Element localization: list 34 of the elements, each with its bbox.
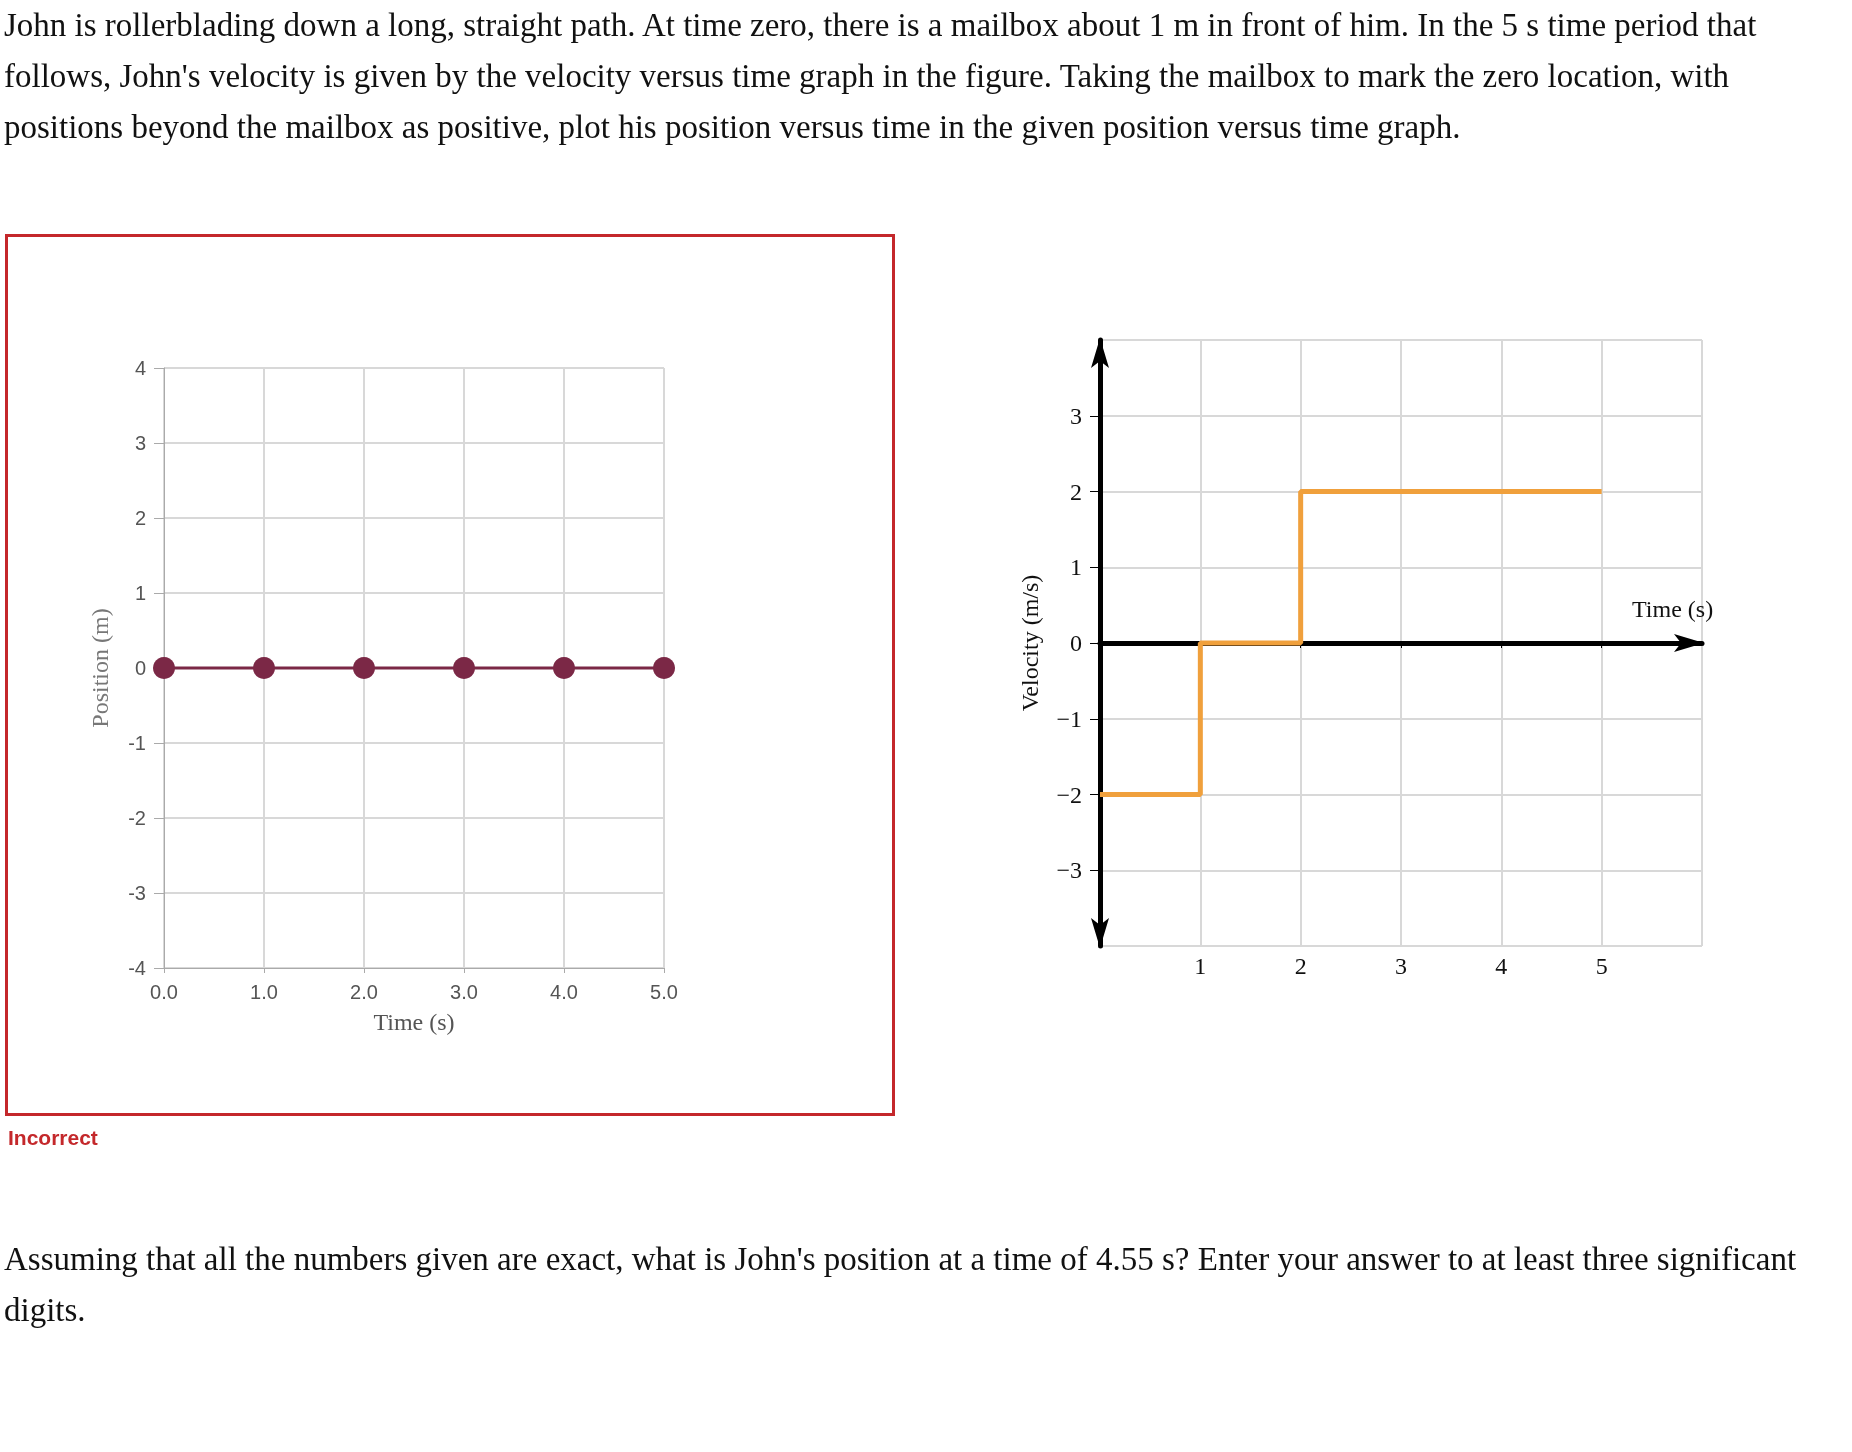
text: John is rollerblading down a long, straight path. At time zero, there is a mailbox about 1 m in front of him. In the 5 s time period that follows, John's velocity is given by the velocity versus time graph in the figure. Taking the mailbox to mark the zero location, with positions beyond the mailbox as positive, plot his position versus time in the given position versus time graph.: [4, 6, 1758, 147]
x-tick-label: 5: [1595, 953, 1608, 979]
text: Incorrect: [8, 1126, 98, 1150]
x-tick-label: 1.0: [250, 981, 278, 1003]
y-axis-title: Velocity (m/s): [1017, 574, 1043, 712]
x-tick-label: 2.0: [350, 981, 378, 1003]
y-axis-title: Position (m): [87, 608, 113, 728]
x-axis-title: Time (s): [1632, 596, 1714, 622]
y-tick-label: −3: [1056, 857, 1082, 884]
y-tick-label: 0: [1070, 630, 1082, 656]
y-tick-label: 2: [1070, 478, 1082, 505]
y-tick-label: -4: [128, 957, 146, 979]
x-tick-label: 3.0: [450, 981, 478, 1003]
y-tick-label: 1: [1070, 554, 1082, 581]
y-tick-label: 0: [134, 657, 146, 679]
y-tick-label: -1: [128, 732, 146, 754]
x-tick-label: 3: [1395, 953, 1407, 979]
x-tick-label: 0.0: [150, 981, 178, 1003]
x-tick-label: 4.0: [550, 981, 578, 1003]
y-tick-label: -2: [128, 807, 146, 829]
y-tick-label: 3: [1070, 402, 1082, 429]
x-tick-label: 5.0: [650, 981, 678, 1003]
y-tick-label: 2: [134, 507, 146, 529]
x-tick-label: 2: [1294, 953, 1307, 979]
y-tick-label: 3: [134, 432, 146, 454]
y-tick-label: 1: [134, 582, 146, 604]
text: Assuming that all the numbers given are exact, what is John's position at a time of 4.55 s? Enter your answer to at least three significant digits.: [4, 1240, 1798, 1330]
x-tick-label: 1: [1194, 953, 1207, 979]
x-tick-label: 4: [1495, 953, 1508, 979]
y-tick-label: -3: [128, 882, 146, 904]
x-axis-title: Time (s): [373, 1009, 455, 1035]
y-tick-label: −1: [1056, 705, 1082, 732]
y-tick-label: −2: [1056, 781, 1082, 808]
y-tick-label: 4: [134, 357, 146, 379]
